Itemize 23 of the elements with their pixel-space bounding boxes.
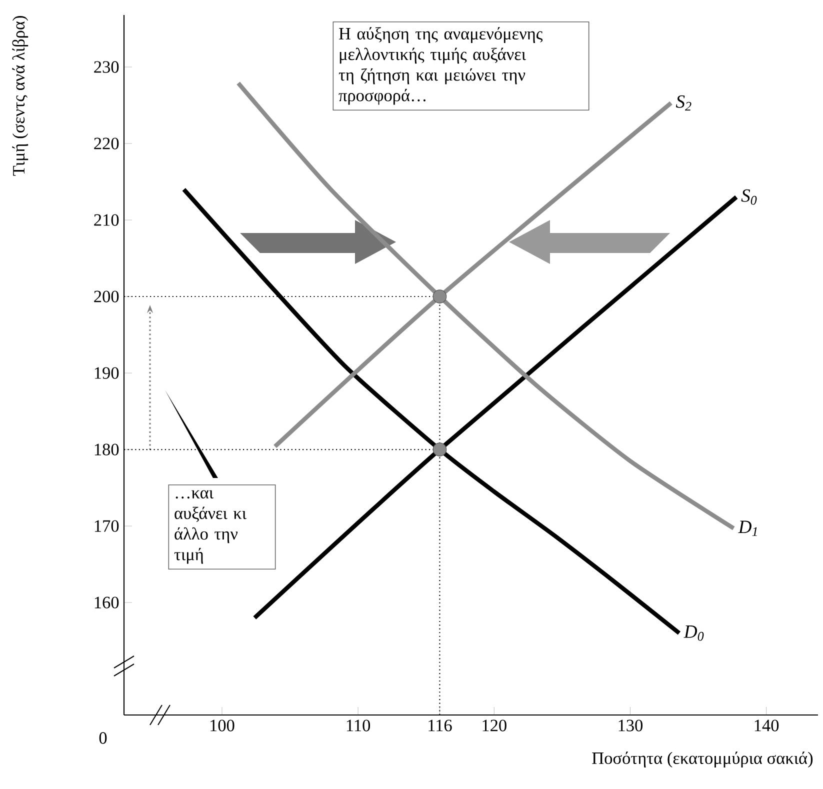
y-tick-label: 230	[94, 61, 119, 73]
y-tick-label: 190	[94, 367, 119, 379]
annotation: Η αύξηση της αναμενόμενης μελλοντικής τιμής αυξάνει τη ζήτηση και μειώνει την προσφορά…	[338, 27, 543, 105]
x-tick-label: 140	[754, 720, 779, 732]
series-label: D$_{1}$	[738, 520, 757, 536]
x-tick-label: 130	[618, 720, 643, 732]
y-tick-label: 170	[94, 520, 119, 532]
y-tick-label: 210	[94, 214, 119, 226]
series-label: S$_{2}$	[676, 95, 692, 111]
x-tick-label: 120	[482, 720, 506, 732]
x-tick-label: 100	[210, 720, 234, 732]
series-label: D$_{0}$	[684, 626, 704, 641]
y-axis-title: Τιμή (σεντς ανά λίβρα)	[12, 16, 28, 176]
y-tick-label: 200	[94, 290, 119, 302]
x-axis-title: Ποσότητα (εκατομμύρια σακιά)	[592, 752, 813, 768]
text: 0	[99, 732, 107, 744]
y-tick-label: 220	[94, 138, 119, 150]
y-tick-label: 180	[94, 444, 119, 456]
y-tick-label: 160	[94, 596, 119, 608]
annotation: …και αυξάνει κι άλλο την τιμή	[174, 490, 246, 564]
x-tick-label: 116	[428, 720, 452, 732]
series-label: S$_{0}$	[741, 189, 757, 205]
x-tick-label: 110	[346, 720, 370, 732]
